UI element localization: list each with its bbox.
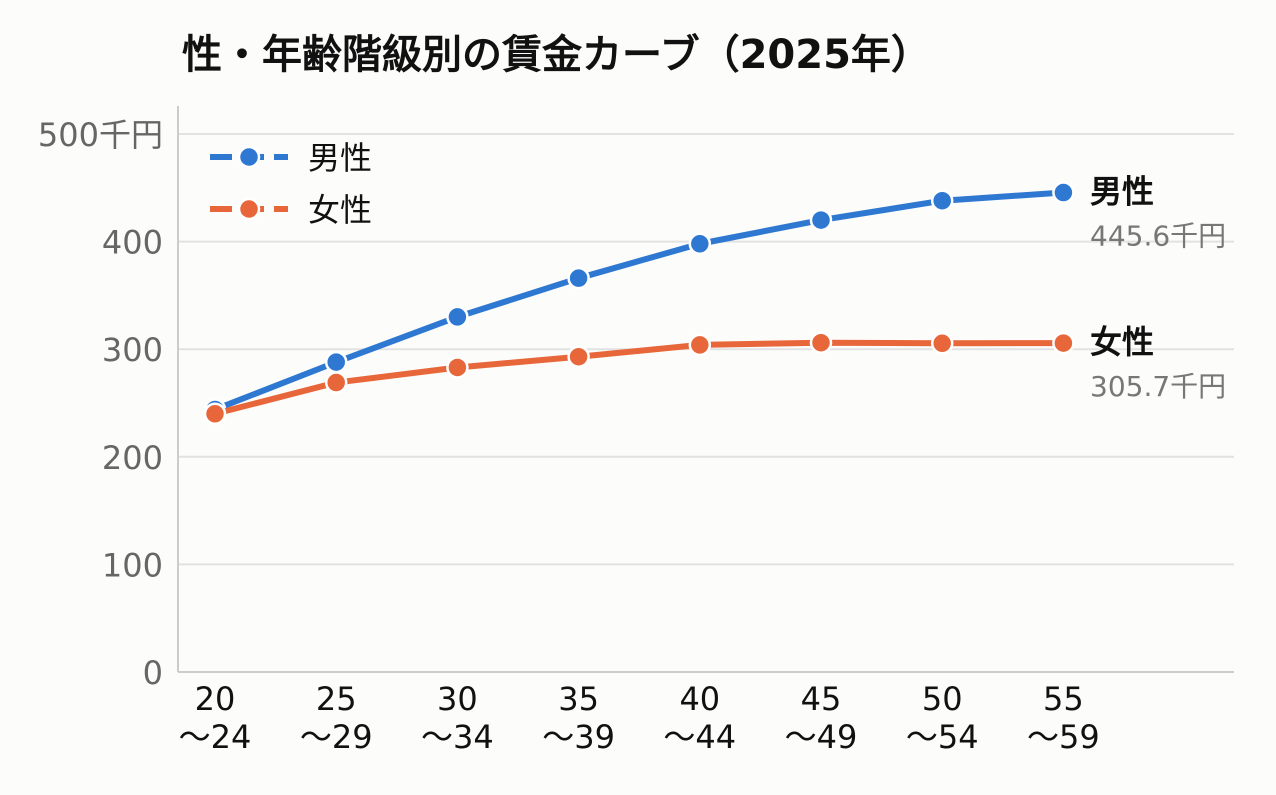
legend-swatch-marker bbox=[237, 197, 261, 221]
data-point bbox=[809, 208, 833, 232]
series-line bbox=[212, 189, 1067, 413]
data-point bbox=[567, 266, 590, 290]
data-point bbox=[688, 333, 712, 357]
x-tick-label: 50 ～54 bbox=[906, 680, 979, 756]
data-point bbox=[567, 345, 590, 368]
x-tick-label-line: ～59 bbox=[1027, 718, 1100, 756]
x-tick-label-line: 50 bbox=[922, 680, 963, 718]
x-tick-label-line: ～29 bbox=[300, 718, 373, 756]
data-point bbox=[446, 356, 469, 379]
data-point bbox=[930, 189, 954, 212]
legend-label: 女性 bbox=[308, 191, 372, 229]
series-end-value: 445.6千円 bbox=[1090, 220, 1226, 253]
x-tick-label-line: 25 bbox=[316, 680, 357, 718]
y-tick-label: 0 bbox=[143, 654, 163, 692]
series-line bbox=[212, 339, 1067, 417]
x-tick-label: 25 ～29 bbox=[300, 680, 373, 756]
data-point bbox=[809, 331, 833, 354]
x-tick-label: 40 ～44 bbox=[663, 680, 736, 756]
data-point bbox=[930, 332, 954, 355]
y-tick-label: 200 bbox=[102, 439, 163, 477]
x-tick-label-line: 35 bbox=[558, 680, 599, 718]
y-tick-label: 500千円 bbox=[38, 116, 163, 154]
x-tick-label: 55 ～59 bbox=[1027, 680, 1100, 756]
series bbox=[203, 181, 1075, 426]
data-point bbox=[203, 402, 227, 426]
y-tick-label: 300 bbox=[102, 331, 163, 369]
x-tick-label-line: 20 bbox=[195, 680, 236, 718]
data-point bbox=[446, 305, 469, 329]
series-end-label: 男性 bbox=[1090, 173, 1154, 211]
data-point bbox=[324, 371, 348, 394]
legend-label: 男性 bbox=[308, 139, 372, 177]
x-tick-label-line: 55 bbox=[1043, 680, 1084, 718]
data-point bbox=[1052, 181, 1075, 204]
x-tick-label-line: ～54 bbox=[906, 718, 979, 756]
x-tick-label-line: 45 bbox=[801, 680, 842, 718]
legend-swatch-marker bbox=[237, 145, 261, 169]
x-tick-label: 35 ～39 bbox=[542, 680, 615, 756]
x-tick-label-line: ～34 bbox=[421, 718, 494, 756]
x-tick-label: 45 ～49 bbox=[785, 680, 858, 756]
x-tick-label-line: ～49 bbox=[785, 718, 858, 756]
axes: 0 100 200 300 400 500千円 20 ～24 25 ～29 30 ～34 35 ～39 40… bbox=[38, 106, 1234, 756]
series-end-value: 305.7千円 bbox=[1090, 370, 1226, 403]
chart-title: 性・年齢階級別の賃金カーブ（2025年） bbox=[182, 32, 931, 78]
x-tick-label: 20 ～24 bbox=[179, 680, 252, 756]
series-end-label: 女性 bbox=[1090, 323, 1154, 361]
y-tick-label: 100 bbox=[102, 546, 163, 584]
x-tick-label-line: ～24 bbox=[179, 718, 252, 756]
x-tick-label-line: 40 bbox=[679, 680, 720, 718]
data-point bbox=[324, 350, 348, 374]
x-tick-label-line: ～44 bbox=[663, 718, 736, 756]
data-point bbox=[688, 232, 712, 256]
x-tick-label: 30 ～34 bbox=[421, 680, 494, 756]
x-tick-label-line: 30 bbox=[437, 680, 478, 718]
x-tick-label-line: ～39 bbox=[542, 718, 615, 756]
y-tick-label: 400 bbox=[102, 224, 163, 262]
data-point bbox=[1052, 331, 1075, 355]
